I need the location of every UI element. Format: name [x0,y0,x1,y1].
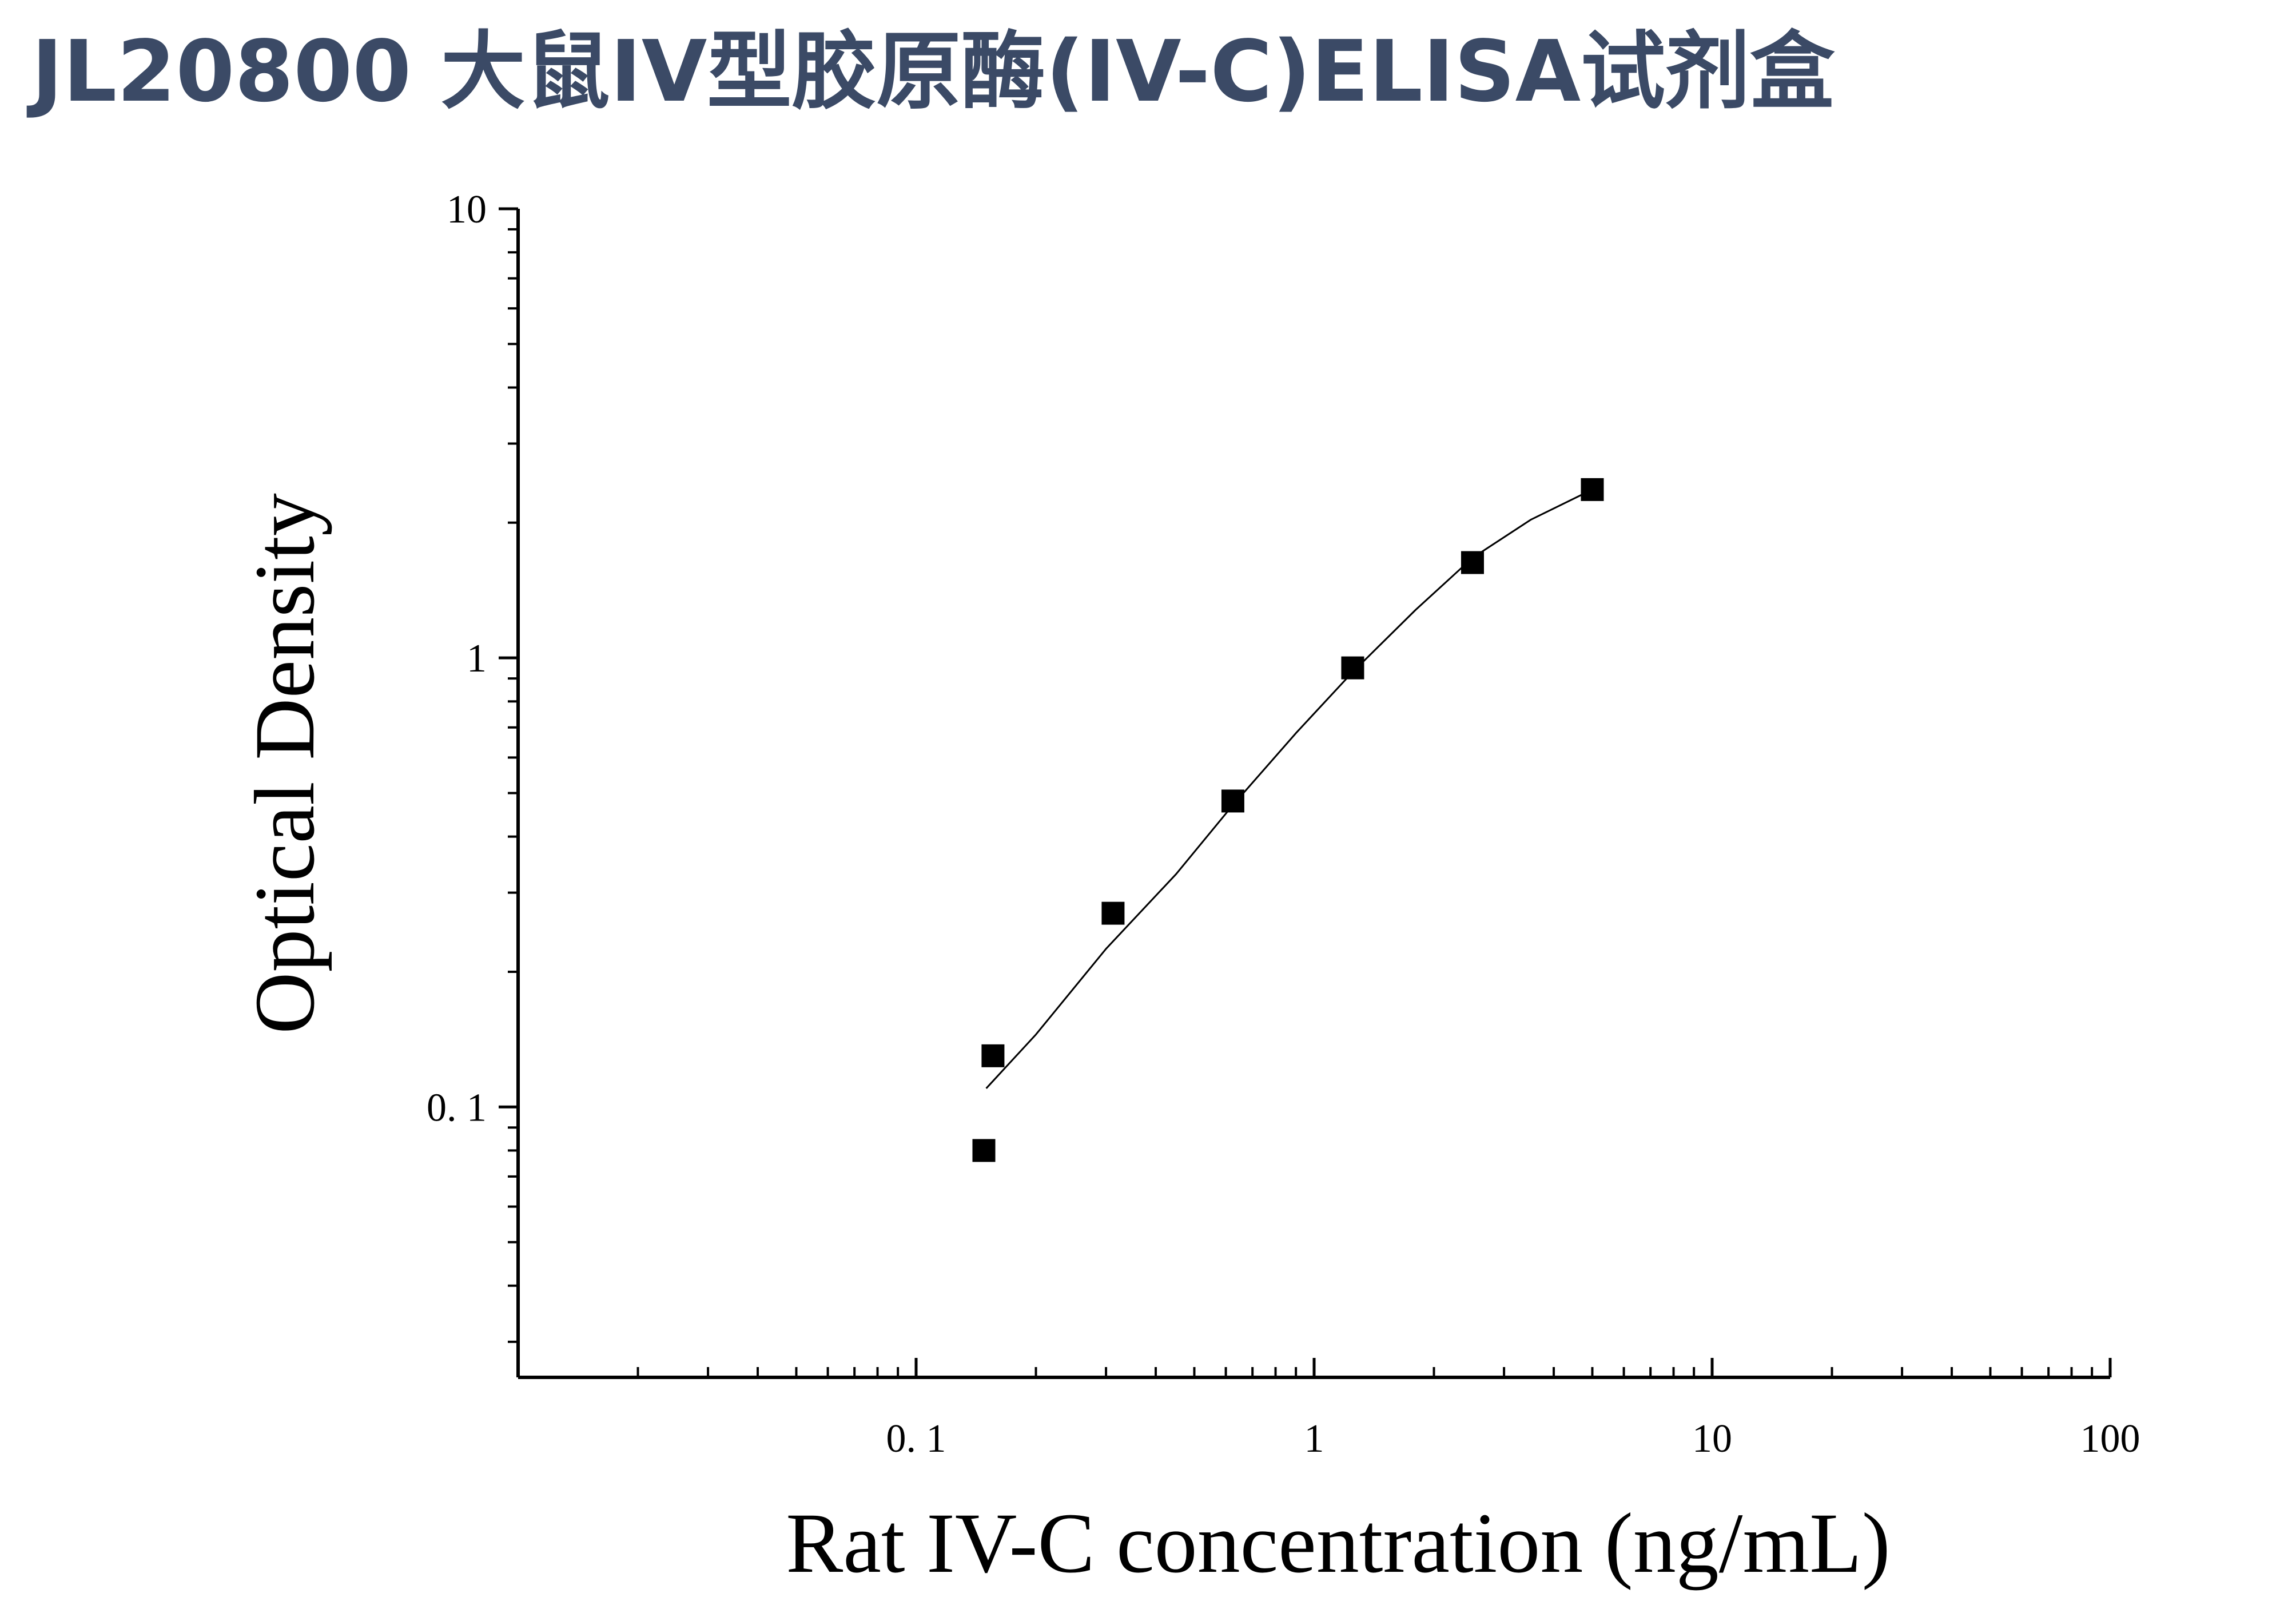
y-axis-label: Optical Density [237,493,332,1034]
data-point [972,1139,996,1162]
data-point [981,1044,1005,1067]
data-point [1101,901,1125,925]
data-point [1461,551,1484,574]
x-tick-label: 0. 1 [886,1417,946,1461]
x-tick-label: 1 [1304,1417,1324,1461]
fit-curve [985,488,1593,1089]
axes [516,209,2110,1379]
x-axis-label: Rat IV-C concentration (ng/mL) [786,1496,1890,1591]
page-title: JL20800 大鼠IV型胶原酶(IV-C)ELISA试剂盒 [31,22,1835,121]
data-point [1341,656,1364,680]
data-point [1581,478,1604,501]
y-tick-label: 10 [447,188,487,232]
y-tick-label: 1 [467,637,487,681]
x-tick-label: 100 [2080,1417,2140,1461]
axis-ticks: 0. 1 1 10 100 0. 1 1 10 [427,188,2140,1461]
x-tick-label: 10 [1692,1417,1732,1461]
data-point [1221,789,1244,813]
y-tick-label: 0. 1 [427,1086,487,1130]
data-points [972,478,1604,1162]
fit-curve-layer [985,488,1593,1089]
